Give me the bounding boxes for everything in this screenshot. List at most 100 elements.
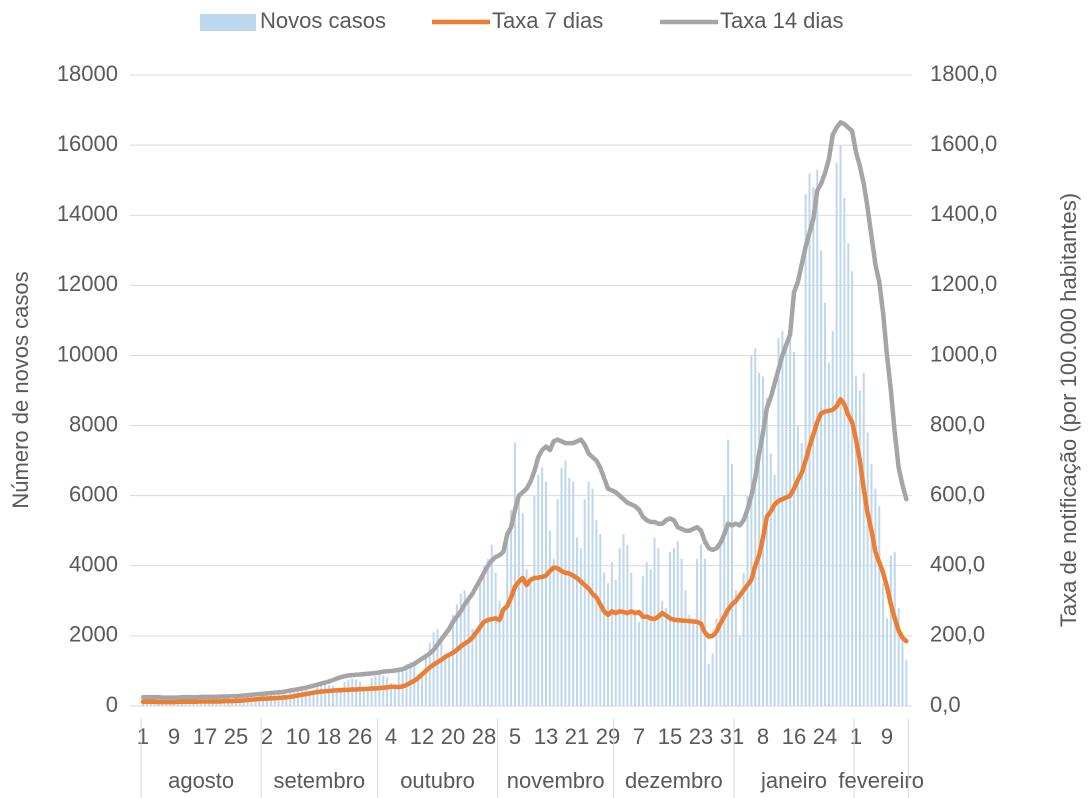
- bar: [413, 663, 416, 706]
- bar: [552, 558, 555, 706]
- bar: [324, 683, 327, 706]
- bar: [339, 691, 342, 706]
- bar: [672, 548, 675, 706]
- bar: [820, 250, 823, 706]
- y-tick-label: 16000: [57, 131, 118, 156]
- y-tick-label: 12000: [57, 271, 118, 296]
- bar: [669, 551, 671, 706]
- bar: [328, 684, 330, 706]
- x-tick-label: 9: [881, 724, 893, 749]
- x-tick-label: 10: [286, 724, 310, 749]
- month-label: fevereiro: [838, 768, 924, 793]
- x-tick-label: 5: [509, 724, 521, 749]
- bar: [684, 590, 687, 706]
- bar: [521, 513, 524, 706]
- x-tick-label: 16: [782, 724, 806, 749]
- bar: [424, 653, 427, 706]
- bar: [715, 618, 718, 706]
- bar: [866, 432, 869, 706]
- bar: [804, 194, 807, 706]
- bar: [320, 684, 323, 706]
- bar: [711, 653, 714, 706]
- bar: [448, 656, 451, 706]
- bar: [591, 488, 594, 706]
- bar: [308, 692, 311, 706]
- month-label: outubro: [400, 768, 475, 793]
- bar: [281, 694, 284, 706]
- bar: [560, 467, 563, 706]
- y2-tick-label: 400,0: [930, 552, 985, 577]
- bar: [362, 686, 365, 706]
- bar: [467, 600, 470, 706]
- bar: [568, 478, 571, 706]
- bar: [649, 569, 652, 706]
- bar: [634, 614, 637, 706]
- bar: [789, 327, 792, 706]
- x-tick-label: 21: [565, 724, 589, 749]
- bar: [479, 579, 482, 706]
- bar: [312, 693, 315, 706]
- x-tick-label: 31: [720, 724, 744, 749]
- bar: [796, 425, 799, 706]
- month-label: setembro: [273, 768, 365, 793]
- bar: [824, 302, 826, 706]
- bar: [839, 145, 842, 707]
- bar: [335, 690, 338, 706]
- bar: [878, 506, 881, 706]
- bar: [688, 614, 691, 706]
- bar: [390, 683, 392, 706]
- month-label: agosto: [168, 768, 234, 793]
- bar: [831, 330, 834, 706]
- x-tick-label: 25: [224, 724, 248, 749]
- bar: [475, 635, 478, 706]
- bar: [374, 676, 377, 706]
- y2-tick-label: 800,0: [930, 411, 985, 436]
- bar: [359, 681, 361, 706]
- bar: [750, 355, 753, 706]
- bar: [548, 530, 551, 706]
- bar: [680, 558, 683, 706]
- bar: [529, 579, 532, 706]
- y-tick-label: 14000: [57, 201, 118, 226]
- bar: [576, 537, 578, 706]
- bar: [905, 660, 908, 706]
- bar: [781, 330, 784, 706]
- bar: [514, 443, 516, 706]
- bar: [618, 548, 621, 706]
- bar: [432, 632, 435, 706]
- y2-tick-label: 1600,0: [930, 131, 997, 156]
- x-tick-label: 26: [348, 724, 372, 749]
- x-tick-label: 24: [813, 724, 837, 749]
- bar: [494, 572, 497, 706]
- y2-tick-label: 1400,0: [930, 201, 997, 226]
- y2-tick-label: 1000,0: [930, 341, 997, 366]
- bar: [579, 548, 582, 706]
- bar: [870, 464, 873, 706]
- bar: [440, 635, 443, 706]
- bar: [835, 162, 838, 706]
- bar: [510, 509, 513, 706]
- month-label: novembro: [507, 768, 605, 793]
- legend-label: Novos casos: [260, 8, 386, 33]
- bar: [696, 558, 699, 706]
- bar: [556, 499, 559, 706]
- bar: [657, 548, 660, 706]
- bar: [436, 628, 439, 706]
- bar: [793, 351, 795, 706]
- bar: [459, 593, 462, 706]
- line: [140, 120, 909, 700]
- bar: [254, 697, 257, 706]
- month-label: dezembro: [625, 768, 723, 793]
- y2-axis-title: Taxa de notificação (por 100.000 habitan…: [1056, 193, 1081, 627]
- bar: [630, 572, 633, 706]
- bar: [502, 607, 505, 706]
- month-label: janeiro: [760, 768, 827, 793]
- y2-tick-label: 200,0: [930, 622, 985, 647]
- y2-tick-label: 1800,0: [930, 61, 997, 86]
- bar: [545, 481, 547, 706]
- y-tick-label: 8000: [69, 411, 118, 436]
- bar: [626, 544, 629, 706]
- x-tick-label: 18: [317, 724, 341, 749]
- bar: [599, 534, 602, 706]
